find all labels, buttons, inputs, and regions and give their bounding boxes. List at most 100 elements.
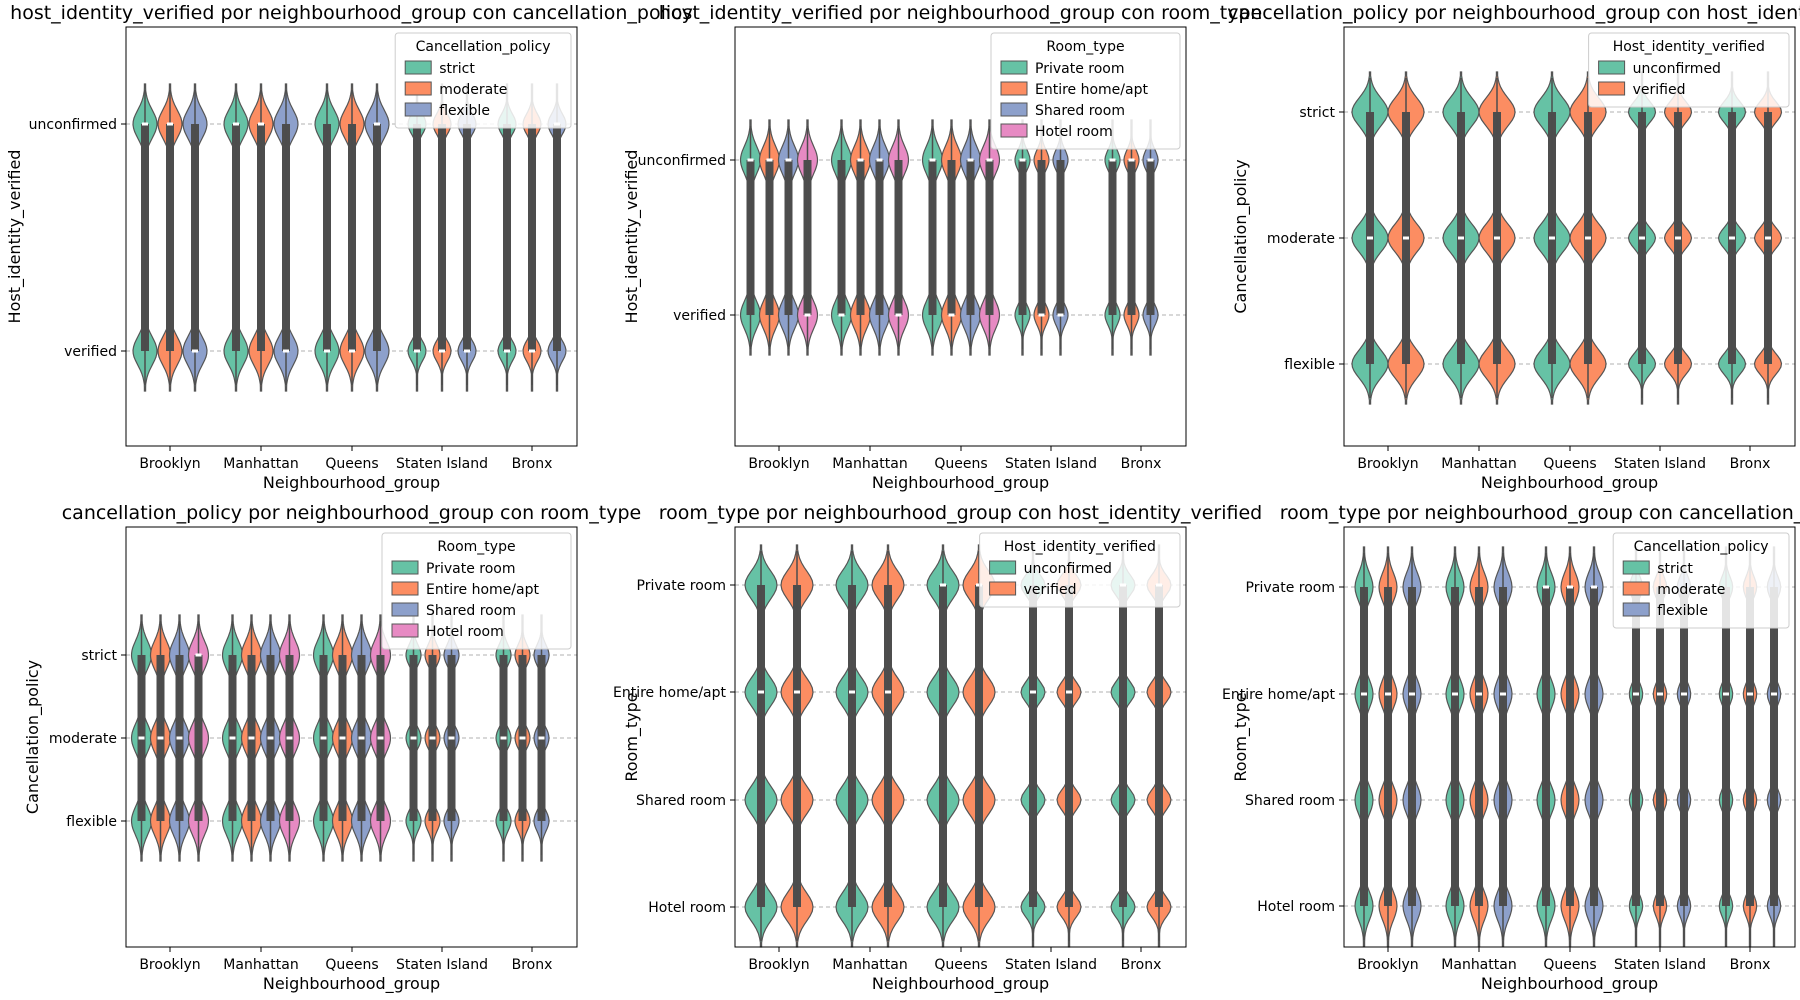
legend-title: Room_type	[437, 539, 515, 555]
median-marker	[1361, 692, 1367, 696]
median-marker	[1639, 236, 1645, 240]
legend-swatch	[989, 581, 1017, 596]
median-marker	[229, 736, 236, 740]
x-tick-label: Bronx	[1121, 957, 1162, 973]
x-tick-label: Queens	[1543, 456, 1596, 472]
median-marker	[986, 158, 993, 162]
legend-title: Host_identity_verified	[1004, 539, 1156, 555]
legend-swatch	[1622, 560, 1650, 575]
y-axis-label: Cancellation_policy	[23, 660, 43, 814]
median-marker	[1109, 158, 1116, 162]
y-tick-label: moderate	[49, 731, 117, 747]
y-tick-label: unconfirmed	[29, 117, 117, 133]
y-axis-label: Cancellation_policy	[1231, 159, 1251, 313]
median-marker	[1567, 585, 1573, 589]
median-marker	[1681, 692, 1687, 696]
median-marker	[374, 122, 380, 126]
y-tick-label: Hotel room	[648, 900, 726, 916]
x-axis-label: Neighbourhood_group	[1481, 473, 1658, 493]
median-marker	[1543, 585, 1549, 589]
y-tick-label: Private room	[637, 578, 726, 594]
legend-swatch	[1000, 60, 1028, 75]
x-tick-label: Manhattan	[223, 957, 298, 973]
median-marker	[267, 736, 274, 740]
median-marker	[857, 158, 864, 162]
legend-entry: moderate	[439, 82, 507, 98]
x-tick-label: Bronx	[1121, 456, 1162, 472]
legend: Room_type Private room Entire home/apt Shar…	[381, 532, 572, 650]
y-tick-label: Private room	[1246, 580, 1335, 596]
legend-swatch	[1000, 123, 1028, 138]
y-tick-label: Shared room	[636, 793, 726, 809]
legend-swatch	[391, 623, 419, 638]
y-tick-label: strict	[81, 648, 117, 664]
y-tick-label: flexible	[1284, 357, 1335, 373]
median-marker	[1765, 236, 1771, 240]
legend-entry: Private room	[426, 561, 515, 577]
median-marker	[929, 158, 936, 162]
x-tick-label: Staten Island	[1005, 456, 1097, 472]
y-tick-label: Entire home/apt	[613, 685, 726, 701]
x-tick-label: Manhattan	[1441, 456, 1516, 472]
legend-entry: strict	[1657, 561, 1693, 577]
y-tick-label: Hotel room	[1257, 899, 1335, 915]
y-tick-label: Shared room	[1245, 793, 1335, 809]
median-marker	[1549, 236, 1555, 240]
median-marker	[538, 736, 545, 740]
median-marker	[885, 690, 891, 694]
median-marker	[439, 349, 445, 353]
legend-entry: strict	[439, 61, 475, 77]
legend-swatch	[404, 102, 432, 117]
legend-box	[1588, 32, 1790, 108]
legend-entry: verified	[1633, 82, 1686, 98]
median-marker	[1038, 313, 1045, 317]
x-tick-label: Staten Island	[1005, 957, 1097, 973]
median-marker	[794, 690, 800, 694]
median-marker	[1385, 692, 1391, 696]
legend-swatch	[1598, 60, 1626, 75]
legend-entry: Shared room	[426, 603, 516, 619]
median-marker	[283, 349, 289, 353]
legend-entry: moderate	[1657, 582, 1725, 598]
median-marker	[940, 583, 946, 587]
median-marker	[1500, 692, 1506, 696]
median-marker	[248, 736, 255, 740]
median-marker	[1494, 236, 1500, 240]
legend-swatch	[391, 602, 419, 617]
x-tick-label: Bronx	[1730, 456, 1771, 472]
median-marker	[1019, 158, 1026, 162]
x-axis-label: Neighbourhood_group	[872, 473, 1049, 493]
median-marker	[1723, 692, 1729, 696]
legend-entry: verified	[1024, 582, 1077, 598]
y-axis-label: Host_identity_verified	[622, 150, 642, 324]
y-tick-label: strict	[1299, 105, 1335, 121]
median-marker	[838, 313, 845, 317]
legend-entry: Entire home/apt	[1035, 82, 1148, 98]
x-tick-label: Manhattan	[832, 456, 907, 472]
x-tick-label: Queens	[325, 456, 378, 472]
median-marker	[1729, 236, 1735, 240]
legend-swatch	[404, 81, 432, 96]
y-tick-label: moderate	[1267, 231, 1335, 247]
median-marker	[448, 736, 455, 740]
median-marker	[195, 653, 202, 657]
median-marker	[1675, 236, 1681, 240]
median-marker	[1591, 585, 1597, 589]
median-marker	[142, 122, 148, 126]
median-marker	[176, 736, 183, 740]
median-marker	[358, 736, 365, 740]
chart-title: host_identity_verified por neighbourhood…	[10, 2, 693, 24]
median-marker	[1585, 236, 1591, 240]
median-marker	[324, 349, 330, 353]
median-marker	[1030, 690, 1036, 694]
median-marker	[1633, 692, 1639, 696]
x-tick-label: Bronx	[512, 456, 553, 472]
legend-entry: unconfirmed	[1024, 561, 1112, 577]
panel-1: host_identity_verified por neighbourhood…	[5, 2, 693, 493]
x-tick-label: Manhattan	[832, 957, 907, 973]
legend-title: Host_identity_verified	[1613, 39, 1765, 55]
median-marker	[1452, 692, 1458, 696]
median-marker	[747, 158, 754, 162]
